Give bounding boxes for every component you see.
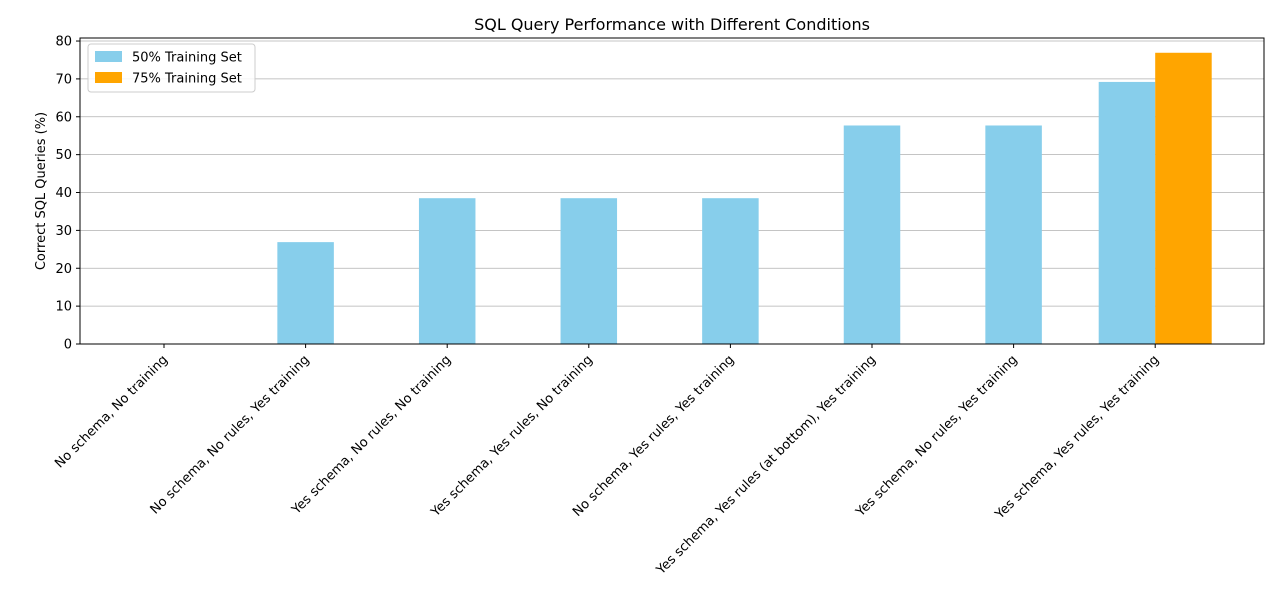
y-tick-label: 80 <box>55 35 72 50</box>
x-tick-label: Yes schema, Yes rules, No training <box>428 352 596 520</box>
x-tick-label: Yes schema, No rules, Yes training <box>853 352 1021 520</box>
bars <box>277 52 1212 345</box>
legend-swatch-0 <box>95 51 122 62</box>
bar-50pct-5[interactable] <box>843 125 901 345</box>
legend-swatch-1 <box>95 72 122 83</box>
bar-50pct-7[interactable] <box>1098 81 1156 344</box>
bar-50pct-1[interactable] <box>277 242 334 344</box>
grid-lines <box>80 40 1264 345</box>
plot-frame <box>79 37 1265 345</box>
bar-50pct-6[interactable] <box>985 125 1042 345</box>
legend[interactable]: 50% Training Set 75% Training Set <box>87 43 256 93</box>
y-tick-label: 50 <box>55 148 72 163</box>
y-tick-label: 30 <box>55 224 72 239</box>
y-axis-label: Correct SQL Queries (%) <box>34 112 49 270</box>
axis-ticks <box>76 40 1156 348</box>
chart-title: SQL Query Performance with Different Con… <box>474 15 870 34</box>
x-tick-label: No schema, No training <box>52 352 171 471</box>
y-tick-labels: 0 10 20 30 40 50 60 70 80 <box>55 35 72 353</box>
x-tick-label: Yes schema, Yes rules, Yes training <box>992 352 1162 522</box>
x-tick-label: No schema, Yes rules, Yes training <box>570 352 737 519</box>
bar-50pct-2[interactable] <box>418 198 476 344</box>
legend-label-1: 75% Training Set <box>132 72 242 87</box>
x-tick-label: Yes schema, Yes rules (at bottom), Yes t… <box>653 352 879 578</box>
bar-75pct-7[interactable] <box>1155 52 1212 344</box>
bar-50pct-3[interactable] <box>560 198 618 344</box>
x-tick-label: No schema, No rules, Yes training <box>148 352 313 517</box>
legend-label-0: 50% Training Set <box>132 51 242 66</box>
x-tick-label: Yes schema, No rules, No training <box>289 352 455 518</box>
y-tick-label: 40 <box>55 186 72 201</box>
y-tick-label: 20 <box>55 262 72 277</box>
legend-box <box>87 43 256 93</box>
y-tick-label: 10 <box>55 300 72 315</box>
y-tick-label: 60 <box>55 110 72 125</box>
y-tick-label: 70 <box>55 72 72 87</box>
y-tick-label: 0 <box>64 338 72 353</box>
bar-50pct-4[interactable] <box>702 198 759 344</box>
